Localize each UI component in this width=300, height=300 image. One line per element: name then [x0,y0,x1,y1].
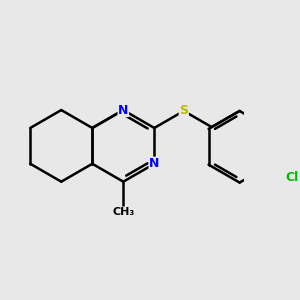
Text: N: N [118,103,128,117]
Text: S: S [179,104,188,118]
Text: Cl: Cl [286,171,299,184]
Text: N: N [149,157,160,170]
Text: CH₃: CH₃ [112,207,134,217]
